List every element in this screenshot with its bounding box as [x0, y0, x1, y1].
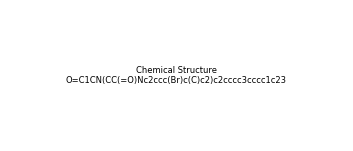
Text: Chemical Structure
O=C1CN(CC(=O)Nc2ccc(Br)c(C)c2)c2cccc3cccc1c23: Chemical Structure O=C1CN(CC(=O)Nc2ccc(B…	[66, 66, 287, 85]
